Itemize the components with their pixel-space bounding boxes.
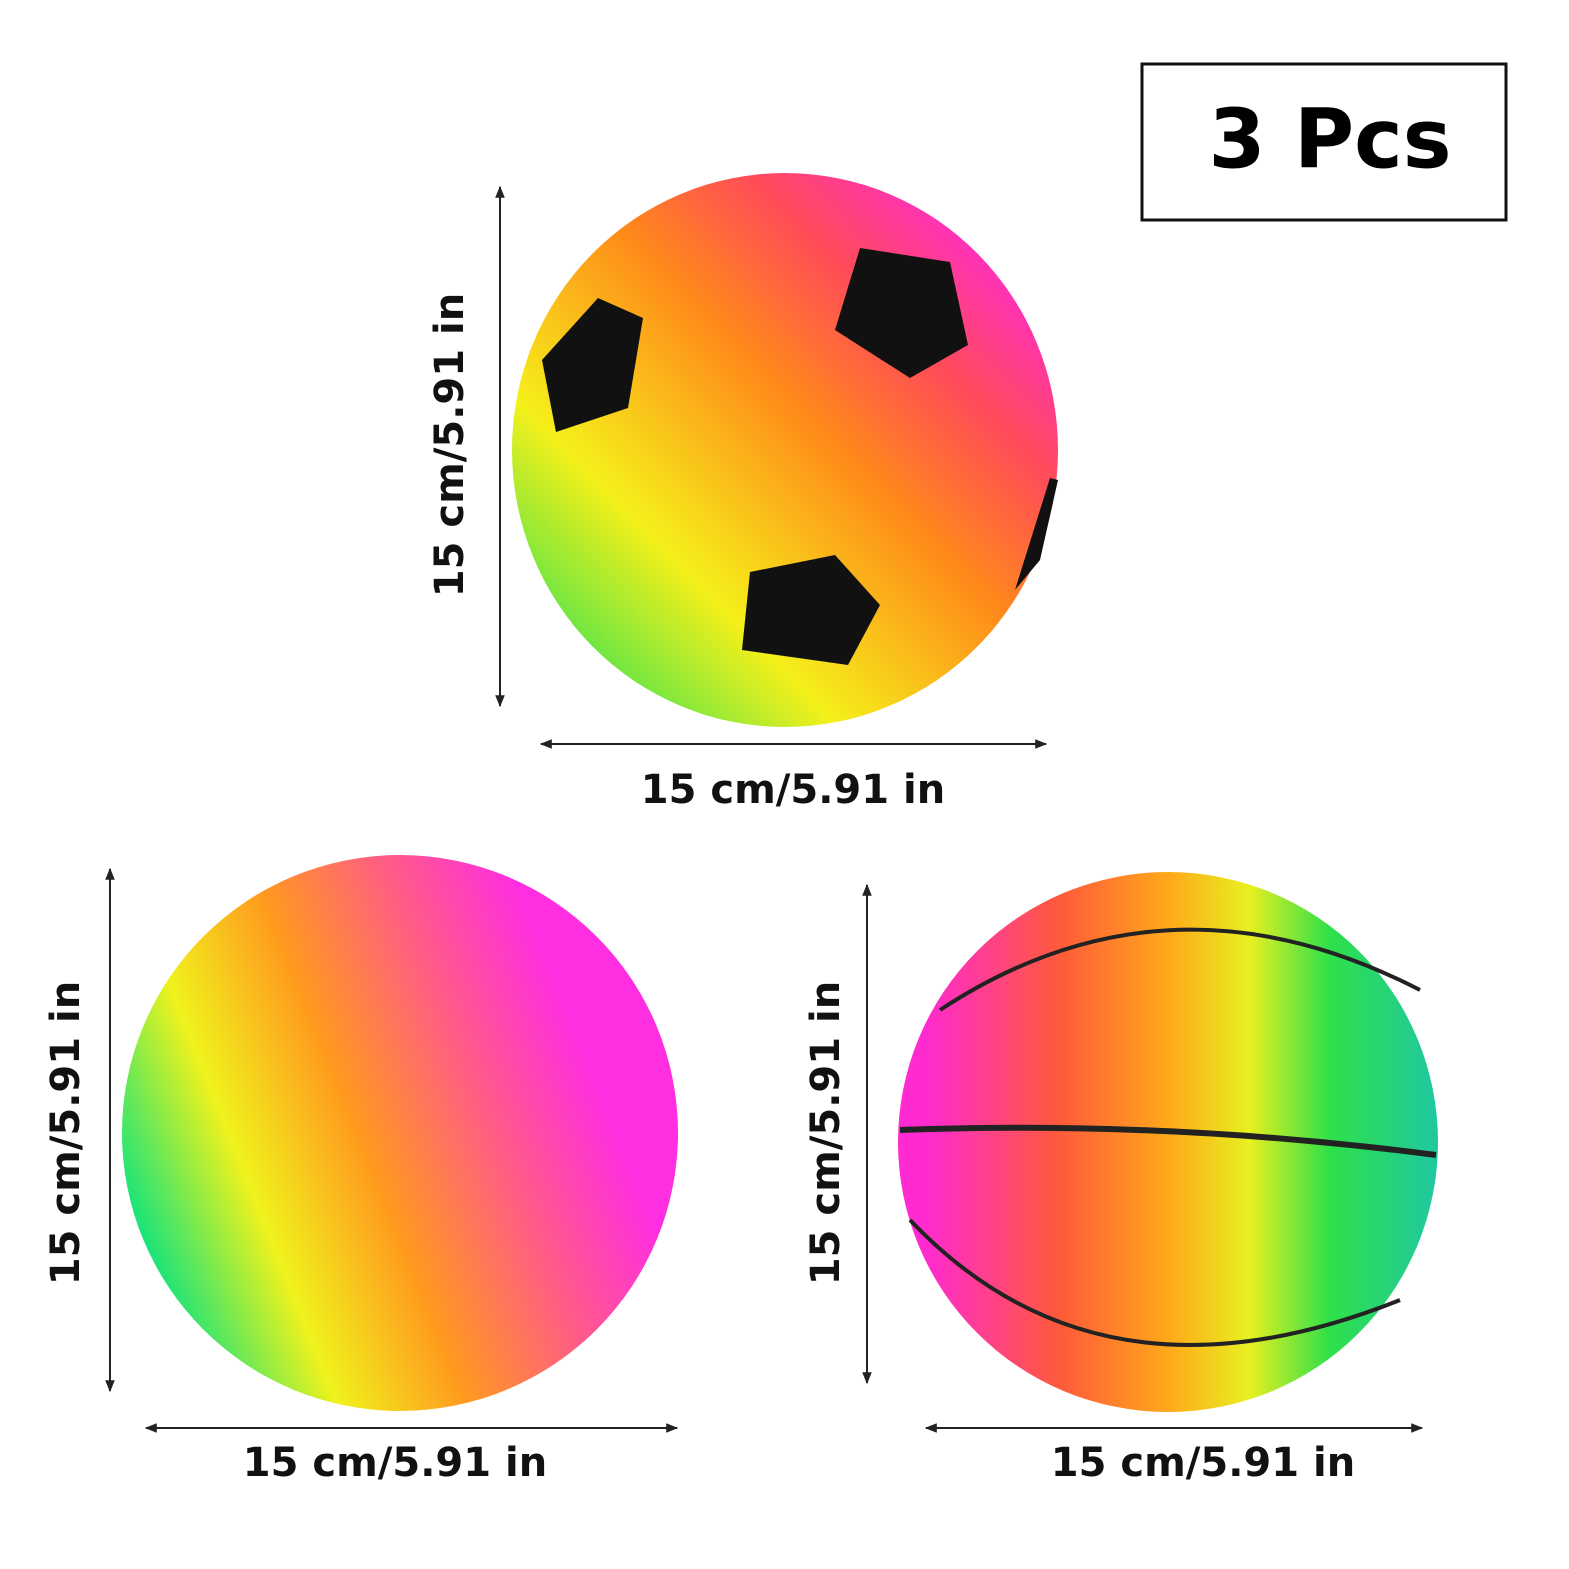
width-label: 15 cm/5.91 in: [641, 767, 945, 813]
badge: 3 Pcs: [1140, 62, 1508, 222]
soccer-ball: [512, 173, 1058, 727]
badge-text: 3 Pcs: [1208, 92, 1451, 187]
height-label: 15 cm/5.91 in: [803, 981, 849, 1285]
height-label: 15 cm/5.91 in: [43, 981, 89, 1285]
width-label: 15 cm/5.91 in: [243, 1440, 547, 1486]
dimensions: 15 cm/5.91 in 15 cm/5.91 in 15 cm/5.91 i…: [43, 185, 1424, 1486]
basketball: [898, 872, 1438, 1412]
width-label: 15 cm/5.91 in: [1051, 1440, 1355, 1486]
playground-ball: [122, 855, 678, 1411]
height-label: 15 cm/5.91 in: [427, 293, 473, 597]
